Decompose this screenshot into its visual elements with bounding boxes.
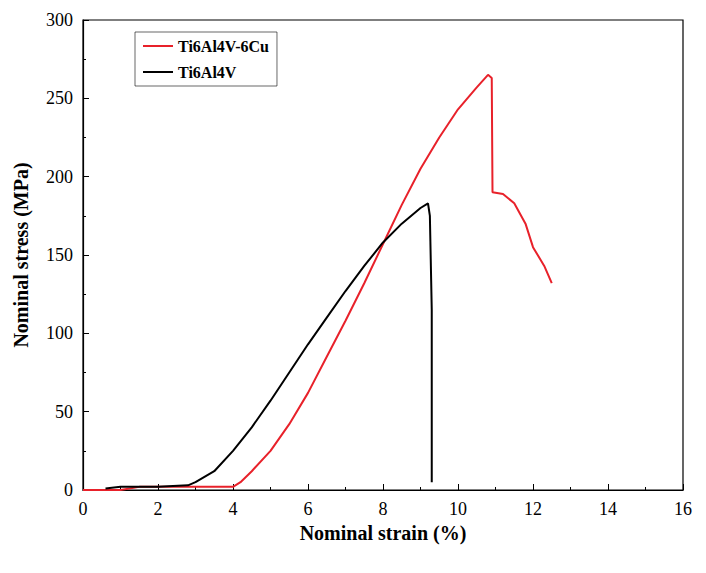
svg-text:100: 100 (46, 323, 73, 343)
svg-text:250: 250 (46, 88, 73, 108)
svg-text:0: 0 (64, 480, 73, 500)
svg-text:Nominal strain (%): Nominal strain (%) (300, 522, 467, 545)
svg-text:Ti6Al4V: Ti6Al4V (178, 64, 237, 81)
svg-text:200: 200 (46, 167, 73, 187)
svg-text:8: 8 (379, 499, 388, 519)
svg-text:16: 16 (674, 499, 692, 519)
svg-text:300: 300 (46, 10, 73, 30)
svg-text:Nominal stress (MPa): Nominal stress (MPa) (10, 162, 33, 347)
svg-text:150: 150 (46, 245, 73, 265)
svg-text:50: 50 (55, 402, 73, 422)
svg-text:10: 10 (449, 499, 467, 519)
svg-text:12: 12 (524, 499, 542, 519)
svg-text:4: 4 (229, 499, 238, 519)
svg-text:14: 14 (599, 499, 617, 519)
svg-text:6: 6 (304, 499, 313, 519)
svg-text:0: 0 (79, 499, 88, 519)
svg-text:2: 2 (154, 499, 163, 519)
svg-text:Ti6Al4V-6Cu: Ti6Al4V-6Cu (178, 38, 269, 55)
